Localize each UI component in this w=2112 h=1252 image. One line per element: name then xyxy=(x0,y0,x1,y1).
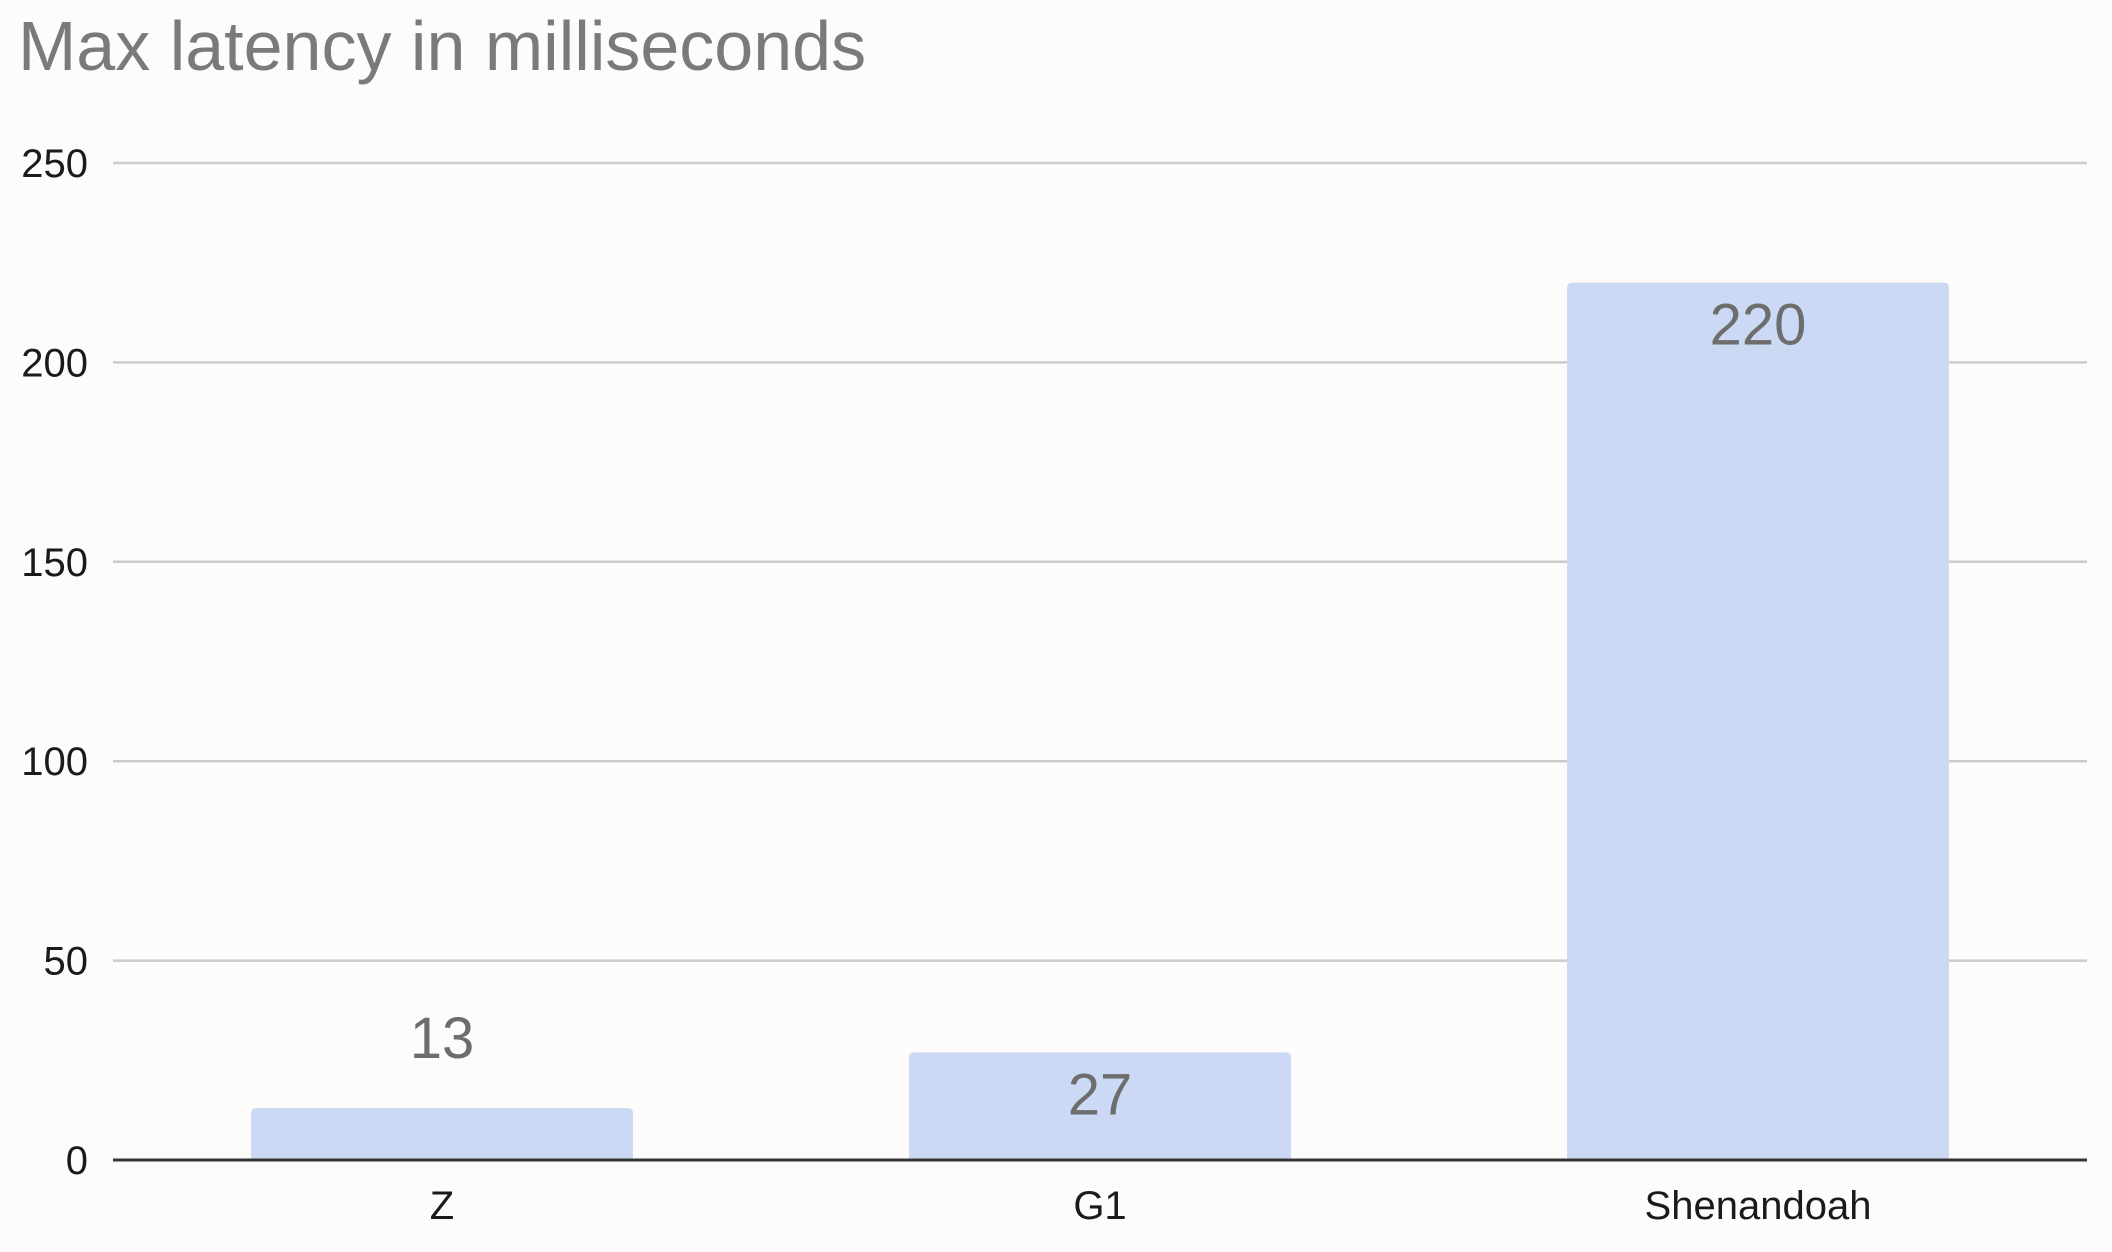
y-tick-label: 150 xyxy=(21,541,88,585)
bar-shenandoah xyxy=(1567,282,1949,1160)
y-tick-label: 0 xyxy=(66,1139,88,1183)
bar-z xyxy=(251,1108,633,1160)
data-label: 220 xyxy=(1710,293,1807,358)
y-tick-label: 200 xyxy=(21,341,88,385)
y-tick-label: 100 xyxy=(21,740,88,784)
x-tick-label: G1 xyxy=(1073,1184,1126,1228)
data-label: 27 xyxy=(1068,1062,1133,1127)
x-tick-label: Z xyxy=(430,1184,454,1228)
y-tick-label: 250 xyxy=(21,142,88,186)
bar-g1 xyxy=(909,1052,1291,1160)
data-label: 13 xyxy=(410,1006,475,1071)
chart-title: Max latency in milliseconds xyxy=(18,7,867,85)
x-tick-label: Shenandoah xyxy=(1645,1184,1872,1228)
bars xyxy=(251,282,1949,1160)
x-axis-tick-labels: Z G1 Shenandoah xyxy=(430,1184,1872,1228)
y-tick-label: 50 xyxy=(44,940,89,984)
data-labels: 13 27 220 xyxy=(410,293,1807,1128)
y-axis-tick-labels: 0 50 100 150 200 250 xyxy=(21,142,88,1183)
